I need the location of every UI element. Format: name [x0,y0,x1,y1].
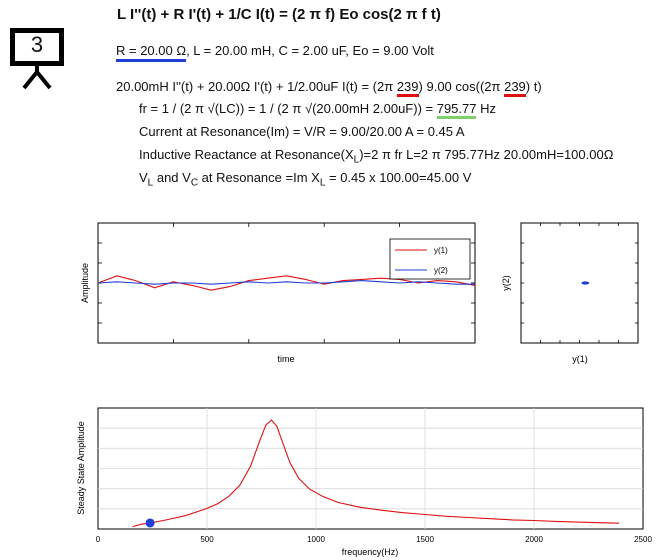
frequency-chart: 0 500 1000 1500 2000 2500 frequency(Hz) Stead… [76,407,653,557]
x-tick-label: 500 [200,535,214,544]
voltage-text: V [139,170,148,185]
x-tick-label: 1000 [307,535,325,544]
fr-unit: Hz [476,101,496,116]
frequency-link-2[interactable]: 239 [504,79,526,97]
time-chart-ylabel: Amplitude [80,263,90,303]
time-chart-series [97,275,476,291]
reactance-text: )=2 π fr L=2 π 795.77Hz 20.00mH=100.00Ω [359,147,614,162]
frequency-link-1[interactable]: 239 [396,79,419,97]
resistance-link[interactable]: R = 20.00 Ω [116,43,187,62]
resonance-frequency-line: fr = 1 / (2 π √(LC)) = 1 / (2 π √(20.00m… [139,101,496,119]
equation-part: ) t) [525,79,542,94]
voltage-line: VL and VC at Resonance =Im XL = 0.45 x 1… [139,170,471,189]
phase-chart-points [581,281,590,285]
voltage-sub: L [147,177,154,189]
voltage-sub: L [319,177,326,189]
board-stand-icon [22,66,52,90]
x-tick-label: 1500 [416,535,434,544]
reactance-text: Inductive Reactance at Resonance(X [139,147,354,162]
equation-part: 20.00mH I''(t) + 20.00Ω I'(t) + 1/2.00uF… [116,79,397,94]
inductive-reactance-line: Inductive Reactance at Resonance(XL)=2 π… [139,147,613,166]
voltage-text: and V [153,170,191,185]
presentation-board-icon: 3 [10,28,66,90]
phase-chart: y(1) y(2) [501,222,639,364]
frequency-chart-xticks: 0 500 1000 1500 2000 2500 [96,535,653,544]
phase-chart-ticks [521,223,638,343]
voltage-sub: C [190,177,199,189]
amplitude-curve [132,419,620,528]
phase-chart-ylabel: y(2) [501,275,511,291]
parameters-rest: , L = 20.00 mH, C = 2.00 uF, Eo = 9.00 V… [186,43,434,58]
reactance-sub: L [353,154,360,166]
current-frequency-marker[interactable] [145,518,155,528]
x-tick-label: 2500 [634,535,652,544]
equation-line: 20.00mH I''(t) + 20.00Ω I'(t) + 1/2.00uF… [116,79,542,97]
frequency-chart-ylabel: Steady State Amplitude [76,421,86,515]
board-frame [10,28,64,66]
phase-chart-frame [520,222,639,344]
board-number: 3 [30,32,44,57]
phase-point [581,281,590,285]
voltage-text: at Resonance =Im X [198,170,320,185]
time-chart-ticks [98,223,475,343]
legend-label-y2: y(2) [434,266,448,275]
legend-label-y1: y(1) [434,246,448,255]
time-chart: y(1) y(2) time Amplitude [80,222,476,364]
fr-text: fr = 1 / (2 π √(LC)) = 1 / (2 π √(20.00m… [139,101,437,116]
voltage-text: = 0.45 x 100.00=45.00 V [325,170,472,185]
equation-title: L I''(t) + R I'(t) + 1/C I(t) = (2 π f) … [117,6,441,23]
equation-part: ) 9.00 cos((2π [418,79,505,94]
parameters-line: R = 20.00 Ω, L = 20.00 mH, C = 2.00 uF, … [116,43,434,62]
resonance-current-line: Current at Resonance(Im) = V/R = 9.00/20… [139,124,465,139]
phase-chart-xlabel: y(1) [572,354,588,364]
frequency-chart-xlabel: frequency(Hz) [342,547,399,557]
frequency-chart-series [132,419,620,528]
x-tick-label: 0 [96,535,101,544]
x-tick-label: 2000 [525,535,543,544]
resonance-frequency-link[interactable]: 795.77 [436,101,477,119]
time-chart-legend [389,238,471,280]
series-line-y2 [97,280,475,285]
time-chart-xlabel: time [277,354,294,364]
